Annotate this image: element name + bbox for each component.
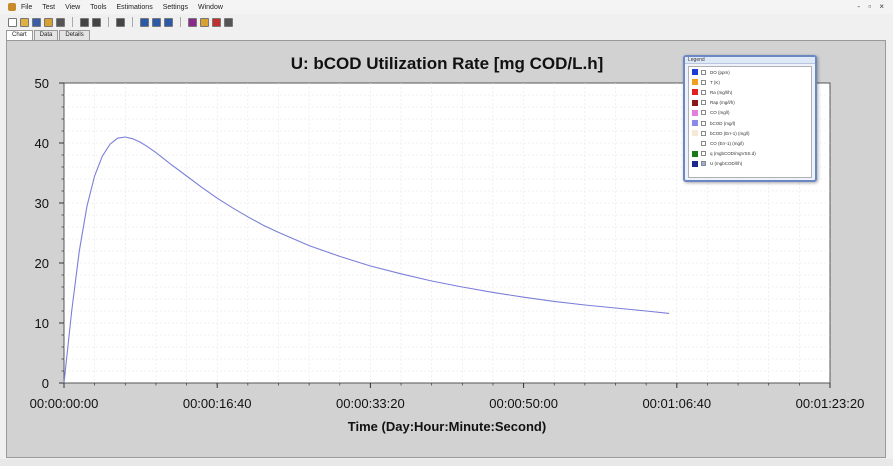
status-bar bbox=[0, 459, 893, 466]
legend-label: U (mgbCOD/l/h) bbox=[710, 161, 743, 167]
chart-icon-1[interactable] bbox=[140, 17, 149, 27]
grid-icon[interactable] bbox=[188, 17, 197, 27]
legend-item[interactable]: bCOD (mg/l) bbox=[689, 118, 811, 128]
legend-checkbox[interactable] bbox=[701, 79, 706, 85]
legend-label: q (mgbCOD/mgVSS.d) bbox=[710, 151, 756, 157]
legend-swatch bbox=[692, 150, 698, 157]
y-tick-label: 30 bbox=[35, 196, 49, 211]
chart-icon-3[interactable] bbox=[164, 17, 173, 27]
y-tick-label: 0 bbox=[42, 376, 49, 391]
chart-title: U: bCOD Utilization Rate [mg COD/L.h] bbox=[291, 54, 604, 73]
x-tick-label: 00:00:33:20 bbox=[336, 396, 405, 411]
legend-window[interactable]: Legend DO (ppm) T (K) Ra (mg/l/h) Rap (mg/l… bbox=[683, 55, 817, 182]
toolbar-separator bbox=[108, 17, 109, 27]
open-folder-icon[interactable] bbox=[20, 17, 29, 27]
legend-swatch bbox=[692, 109, 698, 116]
copy-icon[interactable] bbox=[200, 17, 209, 27]
toolbar-separator bbox=[72, 17, 73, 27]
menu-settings[interactable]: Settings bbox=[162, 3, 188, 11]
legend-item[interactable]: bCOD (Err-1) (mg/l) bbox=[689, 128, 811, 138]
legend-label: CO (Err-1) (mg/l) bbox=[710, 140, 744, 146]
legend-checkbox[interactable] bbox=[701, 89, 706, 95]
legend-label: T (K) bbox=[710, 79, 720, 85]
chart-icon-2[interactable] bbox=[152, 17, 161, 27]
menu-file[interactable]: File bbox=[21, 3, 33, 11]
print-icon[interactable] bbox=[224, 17, 233, 27]
legend-swatch bbox=[692, 160, 698, 167]
tab-data[interactable]: Data bbox=[33, 30, 59, 40]
legend-checkbox[interactable] bbox=[701, 120, 706, 126]
legend-checkbox[interactable] bbox=[701, 161, 706, 167]
y-tick-label: 10 bbox=[35, 316, 49, 331]
legend-swatch bbox=[692, 130, 698, 137]
y-tick-label: 50 bbox=[35, 76, 49, 91]
stop-icon[interactable] bbox=[92, 17, 101, 27]
legend-swatch bbox=[692, 140, 698, 147]
save-icon[interactable] bbox=[32, 17, 41, 27]
legend-checkbox[interactable] bbox=[701, 151, 706, 157]
window-controls[interactable]: - ▫ × bbox=[857, 2, 887, 11]
export-icon[interactable] bbox=[44, 17, 53, 27]
legend-swatch bbox=[692, 69, 698, 76]
legend-label: bCOD (Err-1) (mg/l) bbox=[710, 130, 750, 136]
menu-tools[interactable]: Tools bbox=[90, 3, 107, 11]
legend-item[interactable]: CO (Err-1) (mg/l) bbox=[689, 138, 811, 148]
x-tick-label: 00:01:23:20 bbox=[796, 396, 865, 411]
legend-checkbox[interactable] bbox=[701, 100, 706, 106]
legend-item[interactable]: q (mgbCOD/mgVSS.d) bbox=[689, 149, 811, 159]
x-axis-title: Time (Day:Hour:Minute:Second) bbox=[348, 419, 546, 434]
play-icon[interactable] bbox=[80, 17, 89, 27]
legend-checkbox[interactable] bbox=[701, 130, 706, 136]
legend-swatch bbox=[692, 120, 698, 127]
x-tick-label: 00:01:06:40 bbox=[642, 396, 711, 411]
tab-strip: Chart Data Details bbox=[6, 30, 91, 40]
menu-test[interactable]: Test bbox=[42, 3, 56, 11]
legend-label: Ra (mg/l/h) bbox=[710, 89, 733, 95]
toolbar bbox=[0, 15, 893, 29]
legend-item[interactable]: DO (ppm) bbox=[689, 67, 811, 77]
legend-list: DO (ppm) T (K) Ra (mg/l/h) Rap (mg/l/h) CO (… bbox=[688, 66, 812, 178]
bar-icon[interactable] bbox=[212, 17, 221, 27]
legend-label: CO (mg/l) bbox=[710, 110, 730, 116]
legend-swatch bbox=[692, 79, 698, 86]
axis-ticks: 00:00:00:00 00:00:16:40 00:00:33:20 00:00:5… bbox=[30, 76, 865, 411]
legend-title: Legend bbox=[685, 57, 815, 64]
new-file-icon[interactable] bbox=[8, 17, 17, 27]
legend-checkbox[interactable] bbox=[701, 69, 706, 75]
y-tick-label: 40 bbox=[35, 136, 49, 151]
legend-label: Rap (mg/l/h) bbox=[710, 100, 735, 106]
legend-label: DO (ppm) bbox=[710, 69, 730, 75]
x-tick-label: 00:00:00:00 bbox=[30, 396, 99, 411]
grid-lines bbox=[64, 83, 830, 383]
legend-label: bCOD (mg/l) bbox=[710, 120, 736, 126]
menu-bar: File Test View Tools Estimations Setting… bbox=[0, 0, 893, 14]
settings-icon[interactable] bbox=[56, 17, 65, 27]
tab-chart[interactable]: Chart bbox=[6, 30, 33, 40]
toolbar-separator bbox=[180, 17, 181, 27]
legend-checkbox[interactable] bbox=[701, 140, 706, 146]
y-tick-label: 20 bbox=[35, 256, 49, 271]
series-line-u bbox=[63, 136, 670, 384]
tab-details[interactable]: Details bbox=[59, 30, 90, 40]
legend-item[interactable]: CO (mg/l) bbox=[689, 108, 811, 118]
x-tick-label: 00:00:50:00 bbox=[489, 396, 558, 411]
legend-item[interactable]: T (K) bbox=[689, 77, 811, 87]
menu-window[interactable]: Window bbox=[198, 3, 223, 11]
legend-item[interactable]: Ra (mg/l/h) bbox=[689, 87, 811, 97]
legend-checkbox[interactable] bbox=[701, 110, 706, 116]
legend-item[interactable]: U (mgbCOD/l/h) bbox=[689, 159, 811, 169]
x-tick-label: 00:00:16:40 bbox=[183, 396, 252, 411]
menu-view[interactable]: View bbox=[65, 3, 81, 11]
legend-swatch bbox=[692, 99, 698, 106]
toolbar-separator bbox=[132, 17, 133, 27]
legend-swatch bbox=[692, 89, 698, 96]
app-icon bbox=[8, 3, 16, 11]
legend-item[interactable]: Rap (mg/l/h) bbox=[689, 98, 811, 108]
zoom-icon[interactable] bbox=[116, 17, 125, 27]
menu-estimations[interactable]: Estimations bbox=[116, 3, 153, 11]
